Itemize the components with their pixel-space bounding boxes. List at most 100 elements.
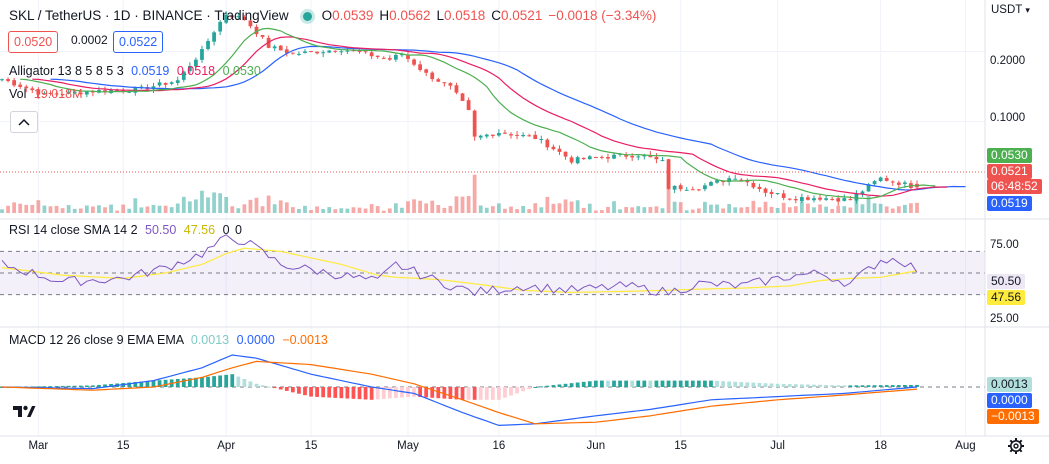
alligator-legend[interactable]: Alligator 13 8 5 8 5 3 0.0519 0.0518 0.0… — [9, 64, 261, 78]
candle-countdown-label: 06:48:52 — [987, 179, 1042, 194]
macd-histogram-bar — [430, 387, 435, 398]
volume-bar — [812, 207, 816, 213]
candle-body — [309, 51, 313, 53]
macd-histogram-bar — [575, 382, 580, 387]
candle-body — [175, 80, 180, 83]
candle-body — [836, 198, 841, 202]
volume-bar — [151, 204, 156, 213]
candle-body — [654, 156, 659, 160]
macd-histogram-bar — [218, 375, 223, 387]
candle-body — [866, 184, 871, 192]
settings-gear-icon[interactable] — [1008, 438, 1024, 454]
macd-histogram-bar — [648, 380, 653, 387]
market-status-dot-icon[interactable] — [302, 11, 312, 21]
macd-histogram-bar — [715, 380, 719, 387]
volume-bar — [145, 206, 150, 213]
volume-bar — [260, 206, 265, 213]
macd-histogram-bar — [418, 387, 422, 397]
macd-histogram-bar — [42, 386, 47, 388]
volume-bar — [157, 205, 162, 213]
macd-histogram-bar — [72, 385, 77, 387]
chevron-up-icon — [18, 118, 30, 126]
volume-bar — [648, 207, 653, 213]
candle-body — [636, 156, 641, 158]
macd-histogram-bar — [769, 383, 774, 387]
candle-body — [806, 197, 810, 200]
macd-histogram-bar — [745, 382, 750, 387]
candle-body — [60, 94, 65, 96]
currency-selector[interactable]: USDT ▾ — [991, 4, 1030, 16]
macd-histogram-bar — [266, 386, 271, 388]
candle-body — [606, 157, 610, 159]
macd-line — [1, 354, 918, 427]
volume-bar — [400, 207, 404, 213]
time-tick-label: Apr — [217, 440, 236, 452]
tradingview-logo-icon[interactable] — [11, 402, 37, 420]
volume-name: Vol — [9, 87, 27, 101]
candle-body — [236, 16, 241, 18]
candle-body — [727, 178, 732, 183]
candle-body — [224, 14, 229, 23]
candle-body — [818, 197, 822, 200]
collapse-legend-button[interactable] — [10, 111, 38, 133]
macd-histogram-bar — [145, 381, 150, 387]
rsi-legend[interactable]: RSI 14 close SMA 14 2 50.50 47.56 0 0 — [9, 223, 242, 237]
candle-body — [18, 84, 23, 87]
volume-bar — [775, 207, 780, 213]
macd-histogram-bar — [787, 384, 792, 387]
symbol-title[interactable]: SKL / TetherUS · 1D · BINANCE · TradingV… — [9, 8, 289, 23]
candle-body — [709, 182, 713, 186]
change-value: −0.0018 (−3.34%) — [548, 8, 657, 23]
candle-body — [509, 134, 513, 136]
candle-body — [799, 197, 804, 202]
macd-histogram-bar — [381, 387, 386, 399]
candle-body — [896, 182, 901, 185]
time-tick-label: May — [397, 440, 419, 452]
candle-body — [854, 193, 859, 201]
macd-signal-legend-value: −0.0013 — [282, 333, 328, 347]
grid-lines — [0, 0, 985, 436]
volume-bar — [799, 201, 804, 213]
macd-histogram-bar — [593, 380, 598, 387]
macd-histogram-bar — [442, 387, 447, 399]
candle-body — [830, 198, 835, 200]
volume-bar — [72, 208, 77, 213]
bid-price-button[interactable]: 0.0520 — [8, 31, 59, 53]
candle-body — [254, 26, 259, 35]
macd-histogram-bar — [66, 385, 71, 387]
volume-bar — [18, 203, 23, 213]
alligator-teeth-value: 0.0518 — [176, 64, 216, 78]
volume-bar — [672, 201, 677, 213]
macd-histogram-bar — [187, 378, 192, 387]
volume-bar — [703, 201, 707, 213]
volume-bar — [472, 174, 477, 213]
time-tick-label: 18 — [874, 440, 888, 452]
volume-bar — [97, 205, 101, 213]
ask-price-button[interactable]: 0.0522 — [113, 31, 164, 53]
candle-body — [418, 64, 422, 70]
macd-histogram-bar — [127, 382, 132, 387]
alligator-jaw-line — [50, 45, 966, 191]
alligator-teeth-line — [32, 36, 948, 197]
rsi-line — [1, 234, 918, 297]
candle-body — [478, 135, 483, 138]
macd-histogram-bar — [557, 384, 562, 387]
candle-body — [278, 45, 283, 51]
macd-legend[interactable]: MACD 12 26 close 9 EMA EMA 0.0013 0.0000… — [9, 333, 328, 347]
macd-histogram-bar — [297, 387, 301, 394]
macd-histogram-bar — [775, 383, 780, 387]
macd-histogram-bar — [860, 385, 865, 387]
macd-histogram-bar — [400, 387, 404, 398]
volume-bar — [836, 205, 841, 213]
candle-body — [181, 71, 186, 80]
volume-legend[interactable]: Vol 19.018M — [9, 87, 83, 101]
volume-bar — [527, 209, 532, 213]
currency-label: USDT — [991, 4, 1023, 16]
volume-bar — [272, 204, 277, 213]
candle-body — [187, 66, 192, 72]
macd-line-legend-value: 0.0000 — [236, 333, 275, 347]
volume-bar — [103, 207, 107, 213]
macd-histogram-bar — [309, 387, 313, 397]
macd-histogram-bar — [181, 378, 186, 387]
